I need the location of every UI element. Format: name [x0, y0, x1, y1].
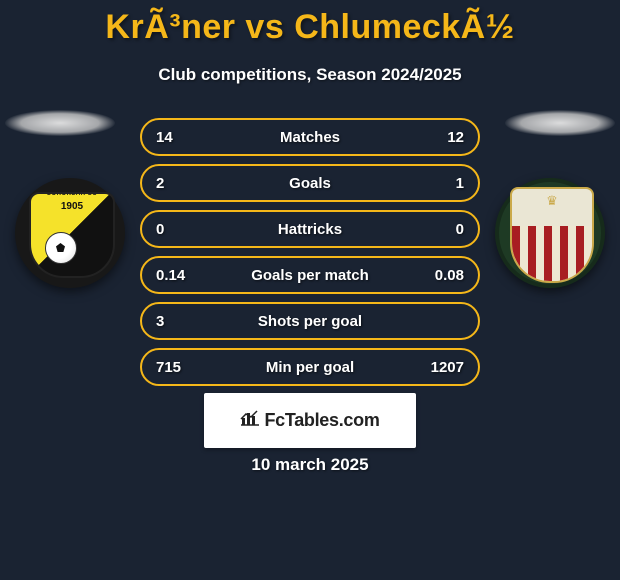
stat-right-value: 0.08	[435, 267, 464, 284]
crest-icon: ♛	[510, 187, 594, 283]
stat-row-shots-per-goal: 3 Shots per goal	[140, 302, 480, 340]
stat-row-matches: 14 Matches 12	[140, 118, 480, 156]
club-badge-left: SOROKSÁR SC 1905	[15, 178, 125, 288]
brand-box[interactable]: FcTables.com	[204, 393, 416, 448]
bar-chart-icon	[240, 410, 260, 431]
club-badge-right: ♛	[495, 178, 605, 288]
badge-year: 1905	[31, 201, 113, 212]
stat-right-value: 1	[456, 175, 464, 192]
brand-text: FcTables.com	[264, 410, 379, 431]
stat-label: Goals per match	[142, 267, 478, 284]
crest-stripes	[512, 226, 592, 281]
stats-table: 14 Matches 12 2 Goals 1 0 Hattricks 0 0.…	[140, 118, 480, 394]
stat-row-hattricks: 0 Hattricks 0	[140, 210, 480, 248]
badge-arc-text: SOROKSÁR SC	[31, 192, 113, 197]
date-label: 10 march 2025	[0, 455, 620, 475]
stat-label: Goals	[142, 175, 478, 192]
stat-label: Shots per goal	[142, 313, 478, 330]
soccer-ball-icon	[45, 232, 77, 264]
club-badge-left-shield: SOROKSÁR SC 1905	[29, 192, 111, 274]
stat-label: Min per goal	[142, 359, 478, 376]
page-title: KrÃ³ner vs ChlumeckÃ½	[0, 0, 620, 47]
stat-right-value: 1207	[431, 359, 464, 376]
stat-right-value: 0	[456, 221, 464, 238]
badge-shadow-left	[5, 110, 115, 136]
shield-icon: SOROKSÁR SC 1905	[29, 192, 115, 278]
subtitle: Club competitions, Season 2024/2025	[0, 65, 620, 85]
stat-row-min-per-goal: 715 Min per goal 1207	[140, 348, 480, 386]
stat-label: Matches	[142, 129, 478, 146]
crown-icon: ♛	[512, 193, 592, 209]
comparison-card: KrÃ³ner vs ChlumeckÃ½ Club competitions,…	[0, 0, 620, 580]
club-badge-right-crest: ♛	[510, 187, 590, 279]
badge-shadow-right	[505, 110, 615, 136]
stat-label: Hattricks	[142, 221, 478, 238]
stat-right-value: 12	[447, 129, 464, 146]
stat-row-goals-per-match: 0.14 Goals per match 0.08	[140, 256, 480, 294]
stat-row-goals: 2 Goals 1	[140, 164, 480, 202]
